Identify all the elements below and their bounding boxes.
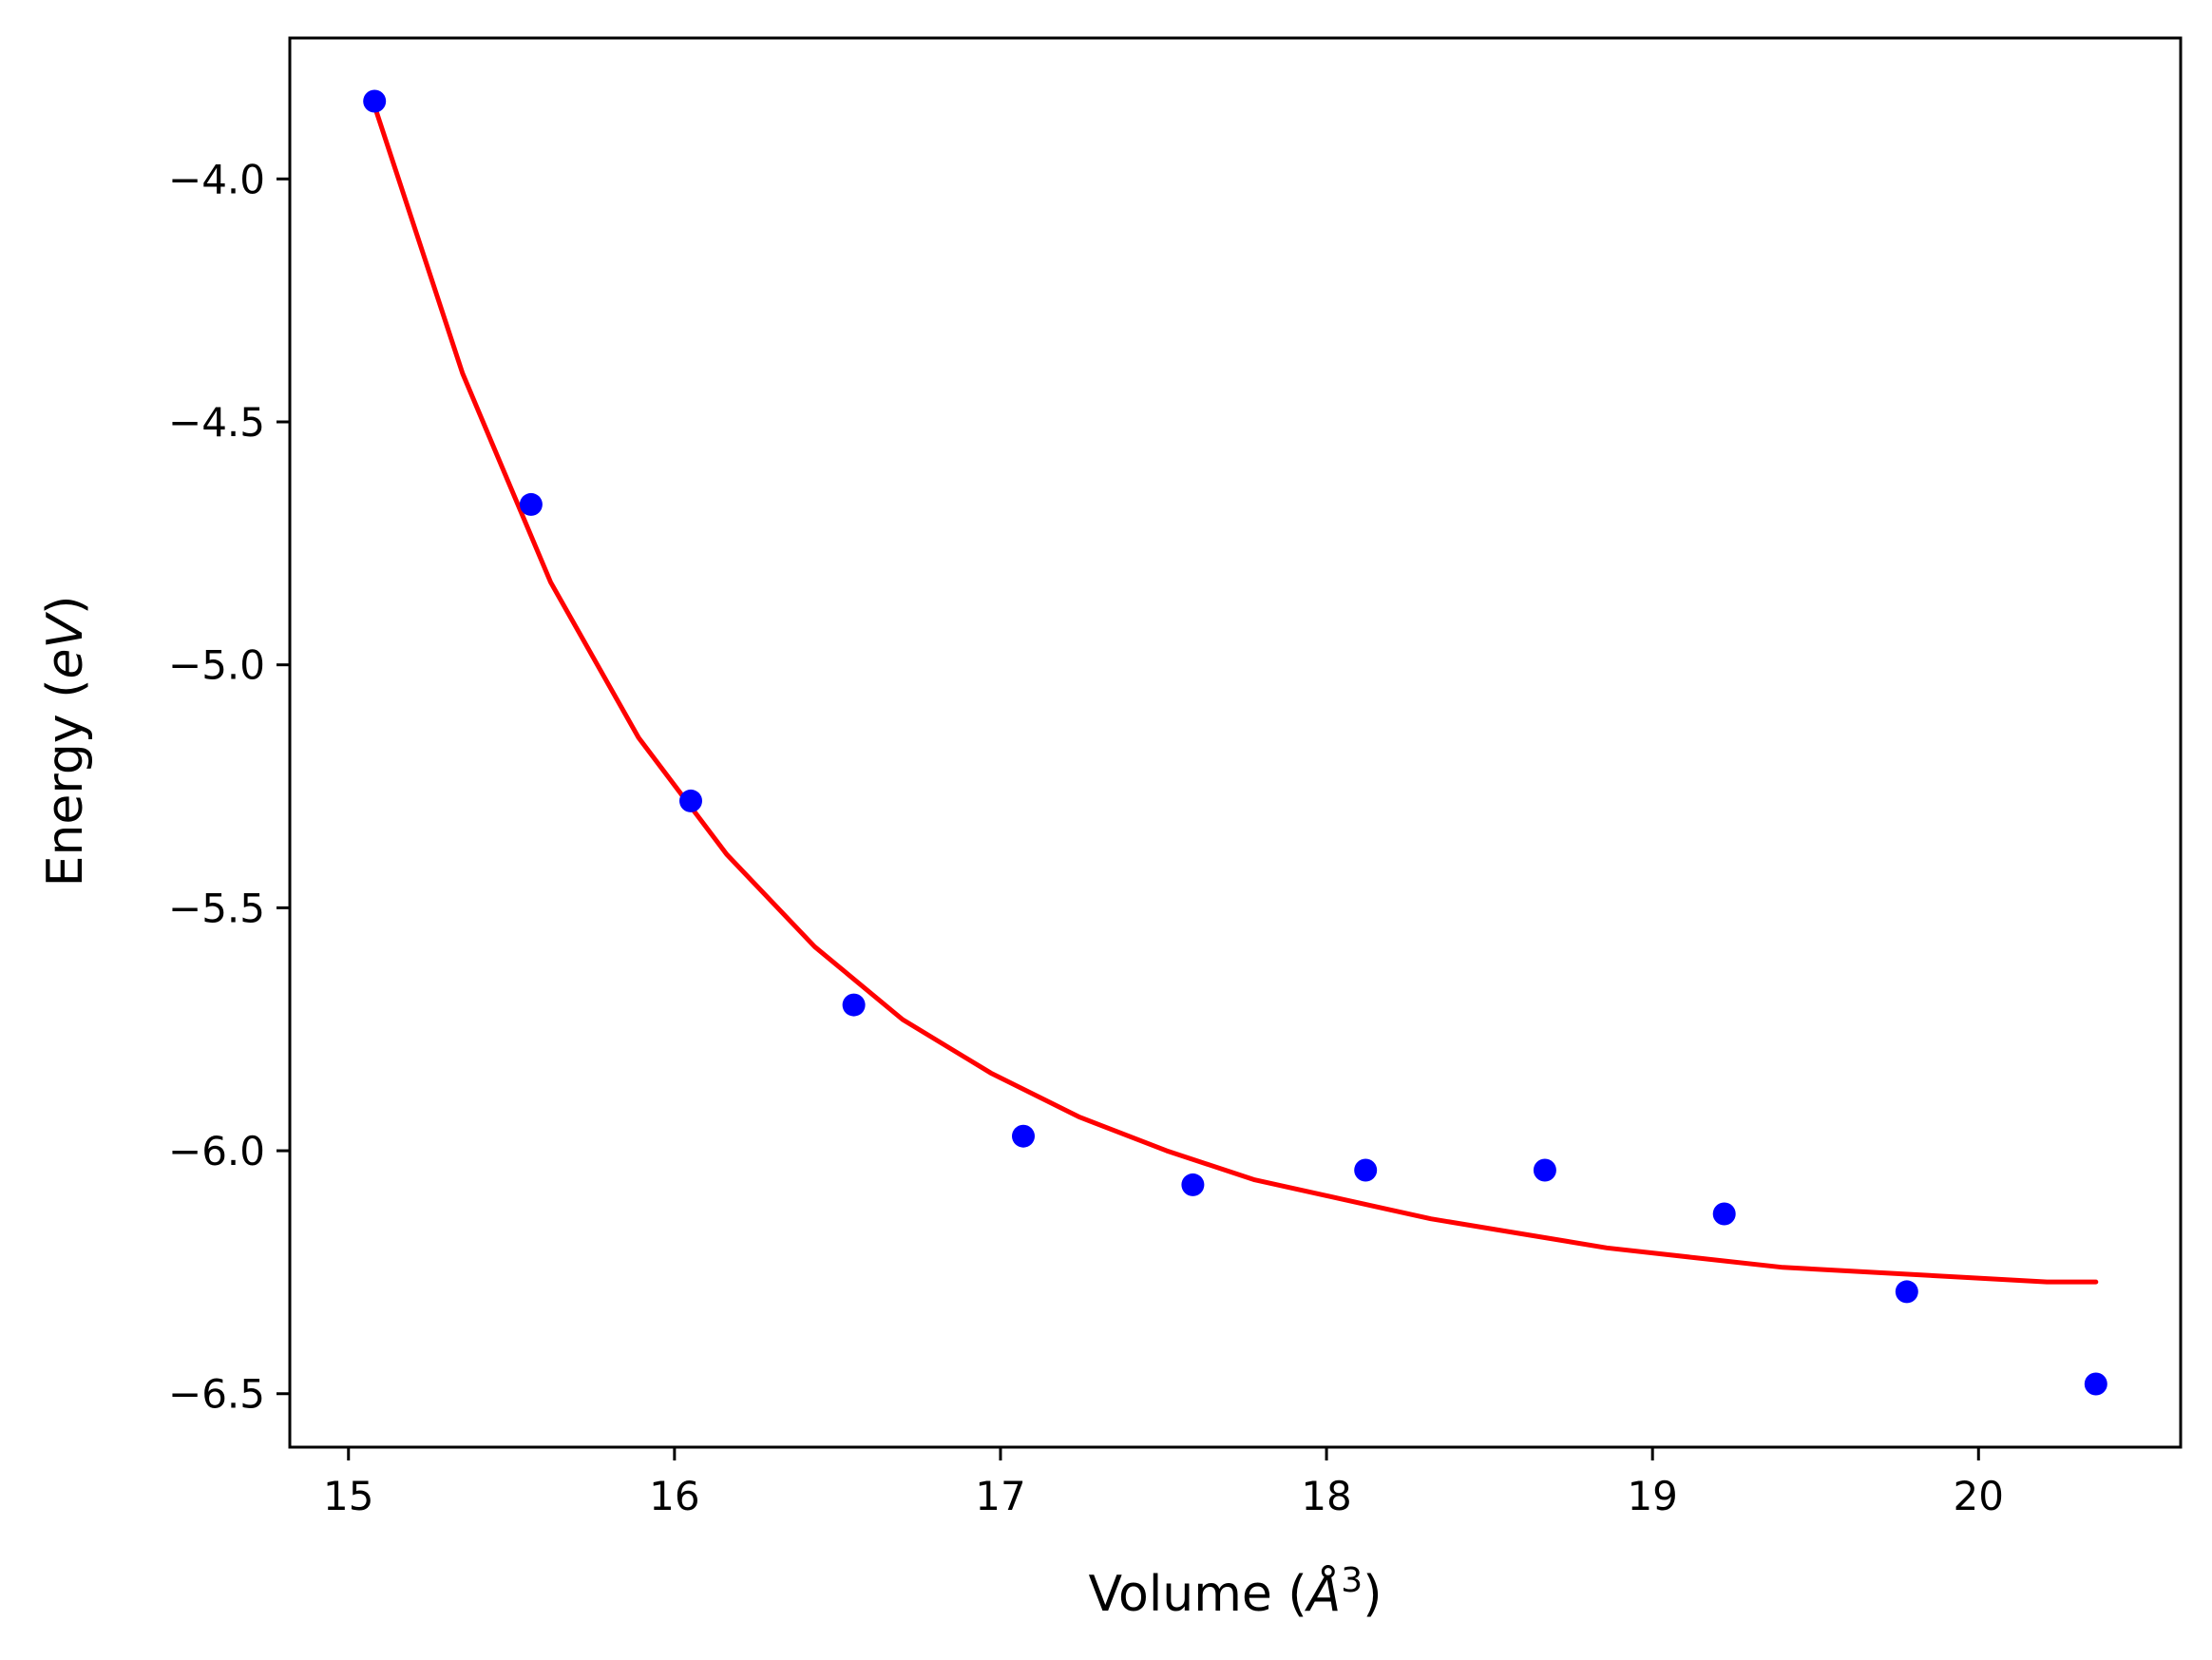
data-point	[1181, 1173, 1205, 1196]
x-tick-label: 18	[1301, 1473, 1351, 1519]
data-point	[2084, 1372, 2107, 1396]
plot-area	[363, 89, 2107, 1396]
x-tick-label: 20	[1954, 1473, 2004, 1519]
x-tick-label: 19	[1627, 1473, 1677, 1519]
data-point	[1895, 1280, 1918, 1304]
fit-curve	[372, 104, 2099, 1285]
y-tick-label: −5.5	[168, 885, 265, 931]
data-point	[519, 492, 543, 516]
data-point	[1354, 1158, 1378, 1182]
y-tick-label: −4.5	[168, 399, 265, 446]
y-tick-label: −4.0	[168, 156, 265, 202]
y-tick-label: −6.5	[168, 1371, 265, 1418]
y-tick-label: −5.0	[168, 642, 265, 689]
data-point	[842, 993, 866, 1017]
data-point	[1712, 1202, 1736, 1226]
axes-frame	[288, 36, 2183, 1449]
y-axis-label: Energy (eV)	[37, 596, 94, 887]
y-axis: −4.0 −4.5 −5.0 −5.5 −6.0 −6.5	[168, 156, 290, 1418]
data-point	[1533, 1158, 1556, 1182]
x-tick-label: 15	[323, 1473, 373, 1519]
x-axis: 15 16 17 18 19 20	[323, 1447, 2004, 1519]
data-point	[679, 789, 702, 812]
data-point	[1012, 1124, 1035, 1148]
x-tick-label: 16	[649, 1473, 699, 1519]
x-tick-label: 17	[975, 1473, 1025, 1519]
x-axis-label: Volume (Å3)	[1089, 1561, 1382, 1623]
data-point	[363, 89, 387, 113]
y-tick-label: −6.0	[168, 1128, 265, 1174]
